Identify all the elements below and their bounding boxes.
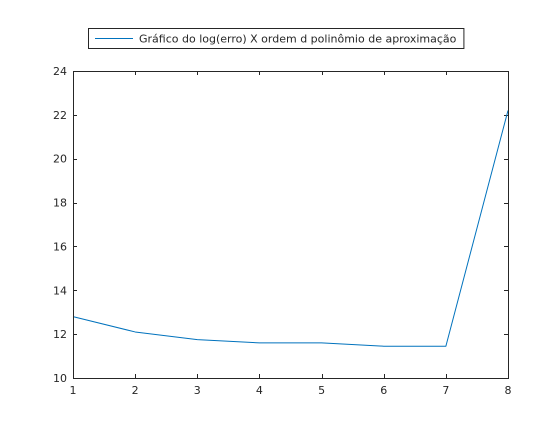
plot-area [73,71,508,378]
x-tick-label: 2 [132,384,139,397]
x-tick-label: 6 [380,384,387,397]
legend-label: Gráfico do log(erro) X ordem d polinômio… [139,33,457,46]
x-tick-label: 7 [442,384,449,397]
y-tick-label: 18 [53,197,67,210]
series-layer [72,110,509,347]
x-tick-label: 8 [505,384,512,397]
x-tick-label: 1 [70,384,77,397]
y-tick-label: 14 [53,284,67,297]
x-tick-label: 3 [194,384,201,397]
x-tick-label: 4 [256,384,263,397]
y-tick-label: 10 [53,372,67,385]
y-tick-label: 24 [53,65,67,78]
axes-box [73,71,509,379]
y-tick-label: 16 [53,240,67,253]
y-tick-label: 12 [53,328,67,341]
series-line [72,110,509,347]
legend: Gráfico do log(erro) X ordem d polinômio… [88,28,465,49]
x-tick-label: 5 [318,384,325,397]
legend-box [88,28,465,49]
y-tick-label: 22 [53,109,67,122]
y-tick-label: 20 [53,153,67,166]
